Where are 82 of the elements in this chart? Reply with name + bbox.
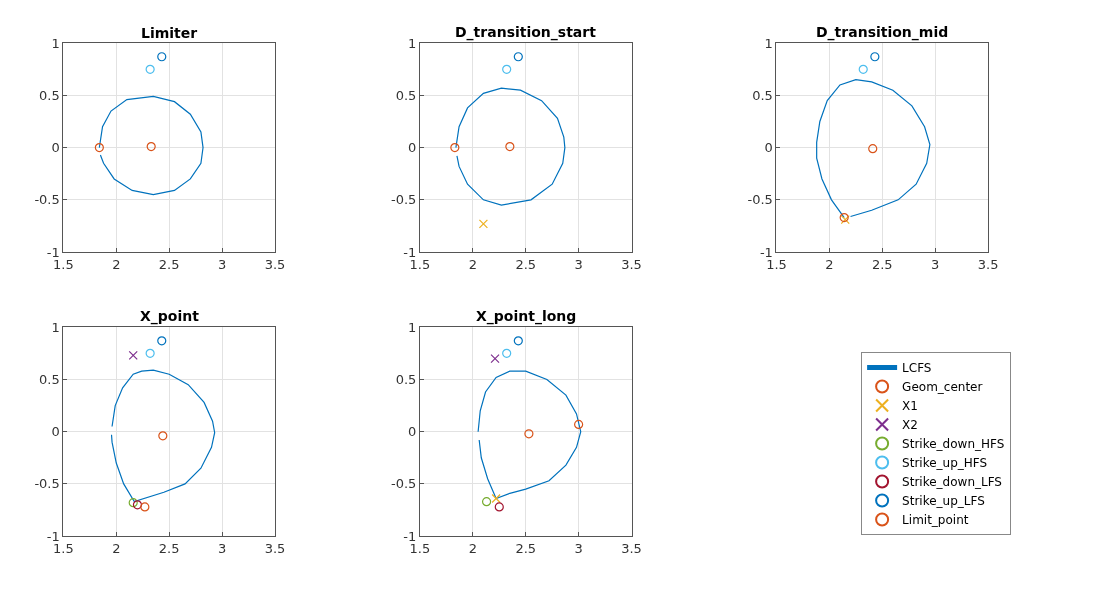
- x-tick-label: 3: [574, 540, 583, 556]
- y-tick-label: 0: [408, 424, 417, 440]
- point: [132, 500, 143, 510]
- point: [505, 141, 515, 152]
- x-tick-label: 2.5: [871, 256, 893, 272]
- x-tick-label: 3: [574, 256, 583, 272]
- y-tick-label: 1: [51, 35, 60, 51]
- x-tick-label: 2: [112, 256, 121, 272]
- point: [146, 141, 156, 152]
- point: [868, 144, 878, 154]
- y-tick-label: 1: [408, 319, 417, 335]
- point: [524, 429, 534, 439]
- chart-title: D_transition_start: [455, 24, 597, 41]
- x-tick-label: 3.5: [621, 256, 642, 272]
- legend-label: Geom_center: [902, 380, 983, 395]
- point: [145, 348, 155, 358]
- y-tick-label: 1: [51, 319, 60, 335]
- y-tick-label: -0.5: [34, 192, 60, 208]
- point: [157, 336, 167, 346]
- chart-title: X_point: [140, 308, 200, 325]
- point: [128, 350, 138, 361]
- point: [491, 493, 501, 504]
- point: [870, 52, 880, 62]
- y-tick-label: 0.5: [395, 87, 417, 103]
- y-tick-label: 0: [408, 140, 417, 156]
- x-tick-label: 3: [217, 256, 227, 272]
- point: [478, 219, 488, 229]
- y-tick-label: 0.5: [39, 372, 60, 388]
- y-tick-label: 0.5: [752, 87, 773, 103]
- point: [450, 143, 460, 153]
- legend-label: X2: [902, 418, 918, 433]
- y-tick-label: -0.5: [34, 476, 60, 492]
- x-tick-label: 2: [825, 256, 834, 272]
- y-tick-label: -0.5: [747, 192, 773, 208]
- x-tick-label: 3: [931, 256, 940, 272]
- point: [513, 52, 523, 62]
- point: [94, 143, 104, 153]
- x-tick-label: 3.5: [264, 256, 286, 272]
- legend-label: Limit_point: [902, 513, 969, 528]
- x-tick-label: 2.5: [515, 256, 537, 272]
- chart-title: X_point_long: [476, 308, 577, 325]
- point: [481, 497, 492, 507]
- point: [490, 353, 500, 364]
- legend-label: Strike_down_HFS: [902, 437, 1005, 452]
- point: [157, 52, 167, 62]
- point: [513, 336, 523, 346]
- y-tick-label: -0.5: [390, 476, 417, 492]
- x-tick-label: 2: [112, 540, 121, 556]
- x-tick-label: 2: [468, 256, 477, 272]
- x-tick-label: 3.5: [977, 256, 999, 272]
- x-tick-label: 2.5: [158, 256, 180, 272]
- point: [140, 502, 150, 512]
- chart-title: Limiter: [141, 25, 198, 41]
- y-tick-label: 0: [51, 424, 60, 440]
- point: [128, 498, 138, 508]
- y-tick-label: 0.5: [395, 372, 417, 388]
- legend-label: LCFS: [902, 361, 932, 376]
- x-tick-label: 3.5: [264, 540, 286, 556]
- x-tick-label: 3: [217, 540, 227, 556]
- legend-label: X1: [902, 399, 918, 414]
- x-tick-label: 2.5: [158, 540, 180, 556]
- x-tick-label: 2: [468, 540, 477, 556]
- y-tick-label: -0.5: [390, 192, 417, 208]
- point: [858, 64, 868, 74]
- line-series: [477, 370, 582, 500]
- point: [502, 64, 512, 74]
- legend-label: Strike_up_HFS: [902, 456, 988, 471]
- y-tick-label: 0: [764, 140, 773, 156]
- point: [145, 64, 155, 74]
- legend-label: Strike_down_LFS: [902, 475, 1002, 490]
- y-tick-label: 0.5: [39, 87, 60, 103]
- chart-title: D_transition_mid: [816, 24, 949, 41]
- point: [158, 431, 168, 441]
- point: [502, 348, 512, 358]
- x-tick-label: 2.5: [515, 540, 537, 556]
- y-tick-label: 1: [408, 35, 417, 51]
- legend-label: Strike_up_LFS: [902, 494, 985, 509]
- x-tick-label: 3.5: [621, 540, 642, 556]
- y-tick-label: 0: [51, 140, 60, 156]
- y-tick-label: 1: [764, 35, 773, 51]
- point: [494, 502, 504, 512]
- point: [574, 419, 584, 429]
